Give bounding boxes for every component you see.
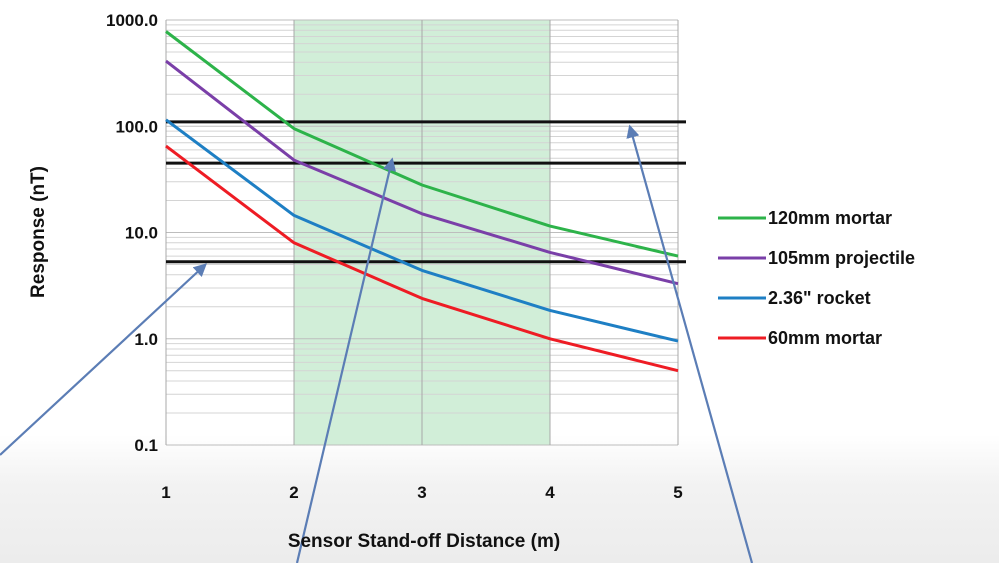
- y-tick-label: 1000.0: [106, 11, 158, 30]
- x-axis-label: Sensor Stand-off Distance (m): [288, 531, 560, 552]
- x-tick-label: 4: [545, 483, 555, 502]
- bottom-shade: [0, 435, 999, 563]
- x-tick-label: 5: [673, 483, 682, 502]
- series-line: [165, 118, 679, 343]
- series-line: [165, 59, 679, 286]
- annotation-arrow: [626, 124, 754, 563]
- series-line: [165, 144, 679, 373]
- legend-label: 120mm mortar: [768, 208, 892, 228]
- legend-label: 2.36" rocket: [768, 288, 871, 308]
- legend-label: 60mm mortar: [768, 328, 882, 348]
- series-line: [165, 30, 679, 258]
- y-tick-label: 10.0: [125, 224, 158, 243]
- y-tick-label: 0.1: [134, 436, 158, 455]
- tick-labels-layer: 0.1 1.0 10.0 100.0 1000.0 1 2 3 4 5: [106, 11, 683, 502]
- legend: 120mm mortar 105mm projectile 2.36" rocket…: [718, 208, 915, 348]
- y-tick-label: 1.0: [134, 330, 158, 349]
- annotation-arrows-layer: [0, 124, 754, 563]
- series-layer: [165, 30, 679, 373]
- grid-layer: [165, 19, 679, 446]
- legend-label: 105mm projectile: [768, 248, 915, 268]
- y-axis-label: Response (nT): [28, 166, 49, 298]
- y-tick-label: 100.0: [115, 117, 158, 136]
- x-tick-label: 3: [417, 483, 426, 502]
- annotation-arrow: [0, 263, 207, 456]
- x-tick-label: 2: [289, 483, 298, 502]
- x-tick-label: 1: [161, 483, 170, 502]
- threshold-lines-layer: [166, 120, 686, 264]
- annotation-arrow: [295, 157, 397, 563]
